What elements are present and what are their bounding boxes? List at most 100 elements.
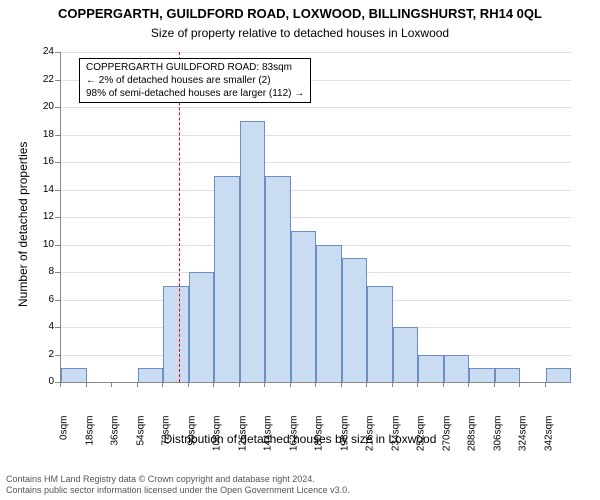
x-tick-label: 270sqm [441, 416, 452, 456]
x-tick [417, 382, 418, 387]
x-tick [137, 382, 138, 387]
y-tick [55, 300, 60, 301]
histogram-bar [546, 368, 572, 382]
histogram-bar [418, 355, 444, 383]
gridline [61, 217, 571, 218]
x-tick [468, 382, 469, 387]
x-tick [290, 382, 291, 387]
x-tick [545, 382, 546, 387]
chart-title-main: COPPERGARTH, GUILDFORD ROAD, LOXWOOD, BI… [0, 6, 600, 21]
y-tick-label: 12 [30, 211, 54, 222]
x-tick-label: 144sqm [263, 416, 274, 456]
footer-line-2: Contains public sector information licen… [6, 485, 350, 496]
y-tick [55, 190, 60, 191]
y-tick-label: 4 [30, 321, 54, 332]
y-tick [55, 217, 60, 218]
histogram-bar [61, 368, 87, 382]
y-tick-label: 6 [30, 294, 54, 305]
x-tick-label: 216sqm [365, 416, 376, 456]
y-tick [55, 52, 60, 53]
y-tick [55, 80, 60, 81]
gridline [61, 190, 571, 191]
y-tick-label: 22 [30, 74, 54, 85]
x-tick [366, 382, 367, 387]
y-tick [55, 327, 60, 328]
x-tick-label: 198sqm [339, 416, 350, 456]
footer-line-1: Contains HM Land Registry data © Crown c… [6, 474, 350, 485]
x-tick [111, 382, 112, 387]
y-tick-label: 14 [30, 184, 54, 195]
histogram-bar [189, 272, 215, 382]
x-tick-label: 0sqm [59, 416, 70, 456]
x-tick-label: 54sqm [135, 416, 146, 456]
x-tick [392, 382, 393, 387]
x-tick-label: 72sqm [161, 416, 172, 456]
x-tick-label: 252sqm [416, 416, 427, 456]
x-tick [188, 382, 189, 387]
x-tick [264, 382, 265, 387]
histogram-bar [291, 231, 317, 382]
histogram-bar [469, 368, 495, 382]
x-tick-label: 324sqm [518, 416, 529, 456]
x-tick-label: 162sqm [288, 416, 299, 456]
y-tick [55, 135, 60, 136]
x-tick [315, 382, 316, 387]
x-tick [213, 382, 214, 387]
callout-line-3: 98% of semi-detached houses are larger (… [86, 87, 304, 100]
x-tick [519, 382, 520, 387]
y-tick [55, 245, 60, 246]
x-tick-label: 288sqm [467, 416, 478, 456]
gridline [61, 135, 571, 136]
histogram-bar [495, 368, 521, 382]
x-tick-label: 306sqm [492, 416, 503, 456]
x-tick-label: 36sqm [110, 416, 121, 456]
histogram-bar [138, 368, 164, 382]
y-tick-label: 24 [30, 46, 54, 57]
x-tick [60, 382, 61, 387]
x-tick [162, 382, 163, 387]
callout-box: COPPERGARTH GUILDFORD ROAD: 83sqm ← 2% o… [79, 58, 311, 103]
y-tick [55, 107, 60, 108]
x-tick-label: 342sqm [543, 416, 554, 456]
callout-line-2: ← 2% of detached houses are smaller (2) [86, 74, 304, 87]
footer-attribution: Contains HM Land Registry data © Crown c… [6, 474, 350, 497]
y-tick [55, 272, 60, 273]
histogram-bar [214, 176, 240, 382]
x-tick-label: 90sqm [186, 416, 197, 456]
histogram-bar [163, 286, 189, 382]
x-tick [341, 382, 342, 387]
x-tick-label: 126sqm [237, 416, 248, 456]
histogram-bar [240, 121, 266, 382]
histogram-bar [265, 176, 291, 382]
x-tick-label: 18sqm [84, 416, 95, 456]
histogram-bar [316, 245, 342, 383]
x-tick-label: 234sqm [390, 416, 401, 456]
callout-line-1: COPPERGARTH GUILDFORD ROAD: 83sqm [86, 61, 304, 74]
y-tick-label: 0 [30, 376, 54, 387]
gridline [61, 107, 571, 108]
x-tick-label: 108sqm [212, 416, 223, 456]
y-tick-label: 18 [30, 129, 54, 140]
y-tick-label: 20 [30, 101, 54, 112]
plot-area: COPPERGARTH GUILDFORD ROAD: 83sqm ← 2% o… [60, 52, 571, 383]
gridline [61, 162, 571, 163]
y-tick-label: 10 [30, 239, 54, 250]
histogram-bar [367, 286, 393, 382]
x-tick-label: 180sqm [314, 416, 325, 456]
x-tick [239, 382, 240, 387]
gridline [61, 52, 571, 53]
y-tick [55, 355, 60, 356]
y-tick-label: 2 [30, 349, 54, 360]
chart-title-sub: Size of property relative to detached ho… [0, 26, 600, 40]
x-tick [443, 382, 444, 387]
histogram-bar [444, 355, 470, 383]
histogram-bar [342, 258, 368, 382]
y-axis-label: Number of detached properties [16, 142, 30, 307]
y-tick-label: 16 [30, 156, 54, 167]
histogram-bar [393, 327, 419, 382]
chart-container: { "title_main": "COPPERGARTH, GUILDFORD … [0, 0, 600, 500]
y-tick [55, 162, 60, 163]
x-tick [494, 382, 495, 387]
y-tick-label: 8 [30, 266, 54, 277]
x-tick [86, 382, 87, 387]
